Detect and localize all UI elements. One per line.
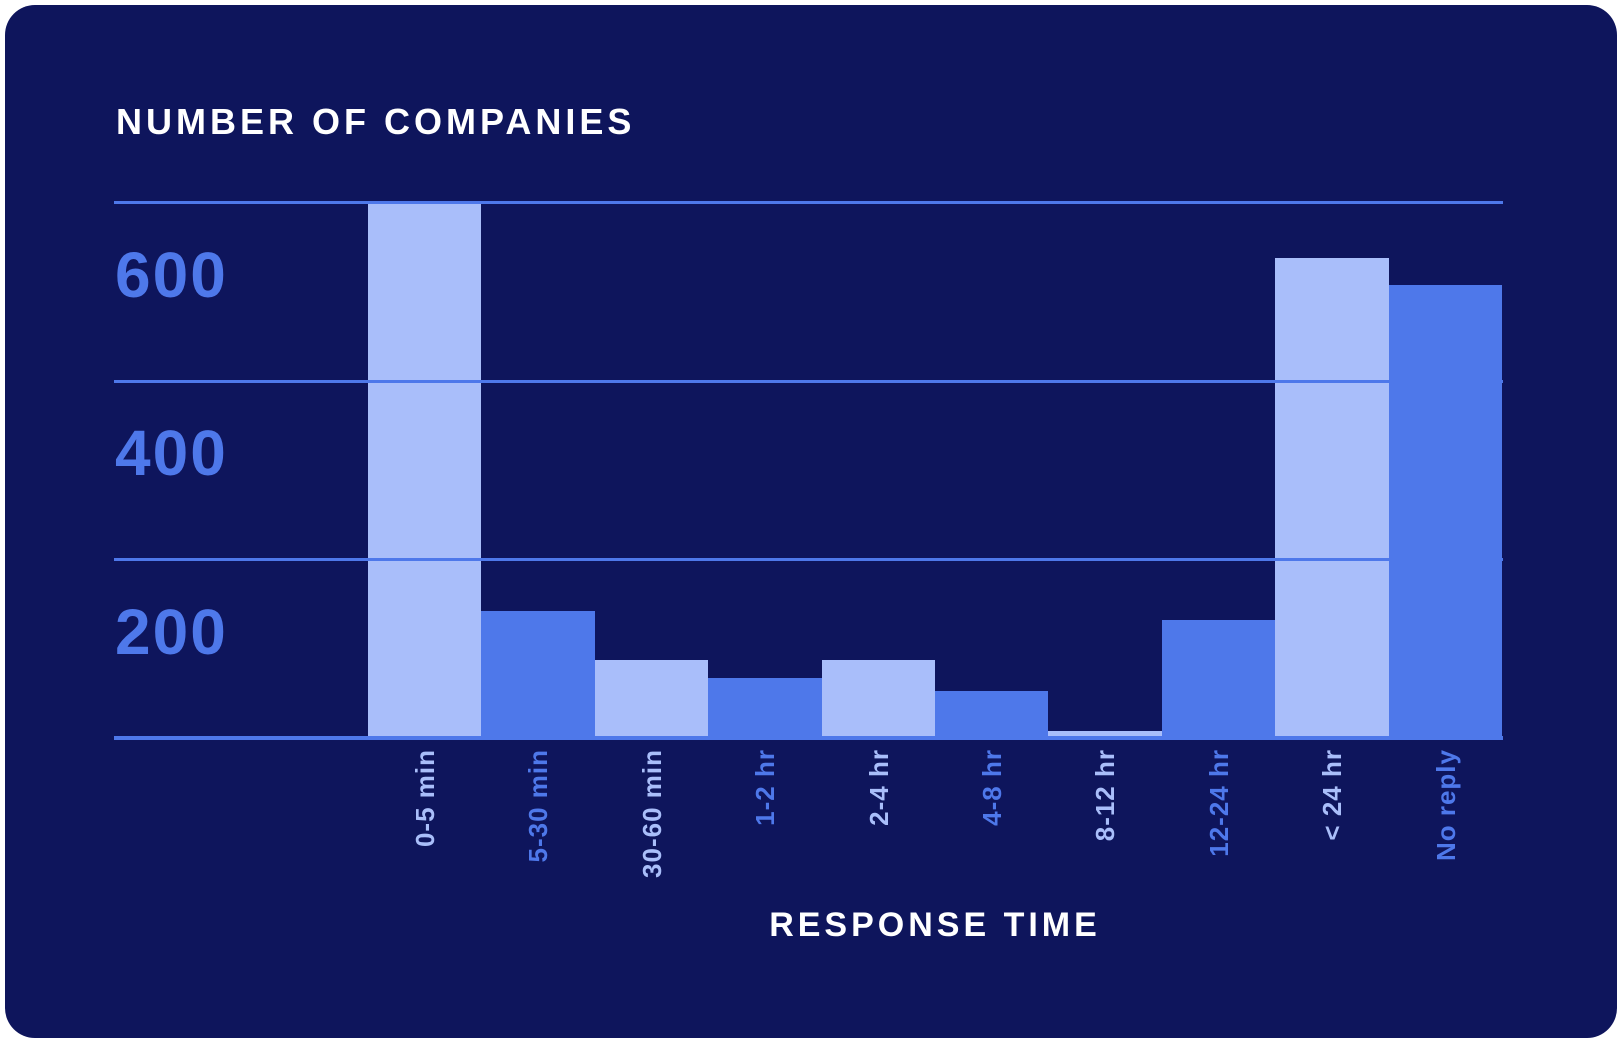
bar-no-reply bbox=[1389, 285, 1502, 740]
bar-4-8-hr bbox=[935, 691, 1048, 740]
x-tick-2-4-hr: 2-4 hr bbox=[863, 749, 894, 826]
x-tick-wrap-5-30-min: 5-30 min bbox=[481, 749, 595, 924]
x-tick-wrap-0-5-min: 0-5 min bbox=[368, 749, 481, 924]
x-tick-wrap-4-8-hr: 4-8 hr bbox=[935, 749, 1048, 924]
x-tick-wrap-24-hr: < 24 hr bbox=[1275, 749, 1389, 924]
x-tick-8-12-hr: 8-12 hr bbox=[1090, 749, 1120, 842]
bar-8-12-hr bbox=[1048, 731, 1162, 740]
x-axis-line bbox=[114, 736, 1503, 740]
x-tick-no-reply: No reply bbox=[1430, 749, 1461, 862]
bar-5-30-min bbox=[481, 611, 595, 740]
x-tick-wrap-8-12-hr: 8-12 hr bbox=[1048, 749, 1162, 924]
y-tick-600: 600 bbox=[115, 238, 228, 311]
x-tick-5-30-min: 5-30 min bbox=[523, 749, 553, 863]
bar-0-5-min bbox=[368, 204, 481, 740]
gridline-200 bbox=[114, 558, 1503, 561]
x-tick-24-hr: < 24 hr bbox=[1317, 749, 1347, 841]
bar-2-4-hr bbox=[822, 660, 935, 740]
x-axis-title: RESPONSE TIME bbox=[769, 906, 1101, 944]
bar-12-24-hr bbox=[1162, 620, 1275, 740]
x-tick-4-8-hr: 4-8 hr bbox=[976, 749, 1007, 826]
x-tick-wrap-12-24-hr: 12-24 hr bbox=[1162, 749, 1275, 924]
gridline-600 bbox=[114, 201, 1503, 204]
y-tick-400: 400 bbox=[115, 417, 228, 489]
bar-24-hr bbox=[1275, 258, 1389, 740]
x-tick-30-60-min: 30-60 min bbox=[636, 749, 667, 878]
x-tick-wrap-1-2-hr: 1-2 hr bbox=[708, 749, 822, 924]
x-tick-wrap-no-reply: No reply bbox=[1389, 749, 1502, 924]
x-tick-wrap-2-4-hr: 2-4 hr bbox=[822, 749, 935, 924]
x-tick-1-2-hr: 1-2 hr bbox=[750, 749, 780, 826]
bar-30-60-min bbox=[595, 660, 708, 740]
chart-title: NUMBER OF COMPANIES bbox=[116, 101, 636, 142]
bar-1-2-hr bbox=[708, 678, 822, 740]
chart-card-background: NUMBER OF COMPANIES 600 400 200 0-5 min 5-30… bbox=[5, 5, 1617, 1038]
x-tick-0-5-min: 0-5 min bbox=[409, 749, 440, 848]
y-tick-200: 200 bbox=[115, 595, 228, 668]
x-tick-wrap-30-60-min: 30-60 min bbox=[595, 749, 708, 924]
gridline-400 bbox=[114, 379, 1503, 383]
x-tick-12-24-hr: 12-24 hr bbox=[1203, 749, 1234, 857]
